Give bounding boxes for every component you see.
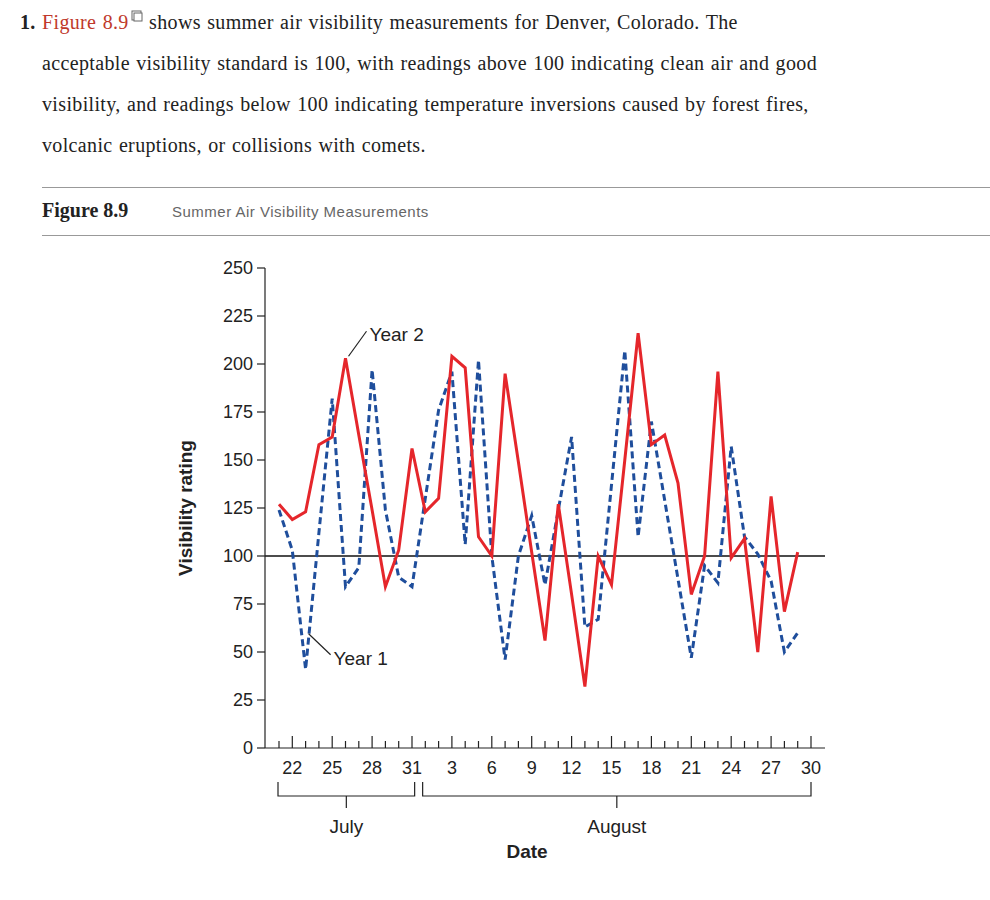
svg-text:75: 75 <box>233 594 253 614</box>
svg-text:August: August <box>587 816 647 837</box>
svg-text:250: 250 <box>223 258 253 278</box>
svg-text:28: 28 <box>362 758 382 778</box>
html-text:acceptable visibility standard: acceptable visibility standard is 100, w… <box>42 52 817 74</box>
svg-text:22: 22 <box>282 758 302 778</box>
svg-text:18: 18 <box>641 758 661 778</box>
svg-text:50: 50 <box>233 642 253 662</box>
svg-text:200: 200 <box>223 354 253 374</box>
svg-text:Year 2: Year 2 <box>370 324 424 345</box>
svg-text:225: 225 <box>223 306 253 326</box>
svg-text:9: 9 <box>527 758 537 778</box>
svg-text:24: 24 <box>721 758 741 778</box>
html-text:Visibility rating: Visibility rating <box>175 440 196 576</box>
svg-text:25: 25 <box>233 690 253 710</box>
svg-text:125: 125 <box>223 498 253 518</box>
svg-text:21: 21 <box>681 758 701 778</box>
svg-text:30: 30 <box>801 758 821 778</box>
svg-text:3: 3 <box>447 758 457 778</box>
svg-text:July: July <box>329 816 363 837</box>
svg-text:150: 150 <box>223 450 253 470</box>
html-text:volcanic eruptions, or collisi: volcanic eruptions, or collisions with c… <box>42 134 426 156</box>
html-text:Figure 8.9: Figure 8.9 <box>42 199 129 221</box>
svg-text:12: 12 <box>562 758 582 778</box>
html-text:visibility, and readings below: visibility, and readings below 100 indic… <box>42 93 809 115</box>
html-text:1. Figure 8.9: 1. Figure 8.9 <box>20 11 129 33</box>
html-text:Date: Date <box>506 841 548 862</box>
svg-text:31: 31 <box>402 758 422 778</box>
svg-text:25: 25 <box>322 758 342 778</box>
html-text:shows summer air visibility me: shows summer air visibility measurements… <box>142 11 738 33</box>
svg-text:100: 100 <box>223 546 253 566</box>
svg-text:6: 6 <box>487 758 497 778</box>
svg-text:0: 0 <box>243 738 253 758</box>
html-text:Summer Air Visibility Measurem: Summer Air Visibility Measurements <box>172 203 429 220</box>
svg-text:15: 15 <box>601 758 621 778</box>
svg-text:Year 1: Year 1 <box>334 648 388 669</box>
svg-text:27: 27 <box>761 758 781 778</box>
svg-text:175: 175 <box>223 402 253 422</box>
